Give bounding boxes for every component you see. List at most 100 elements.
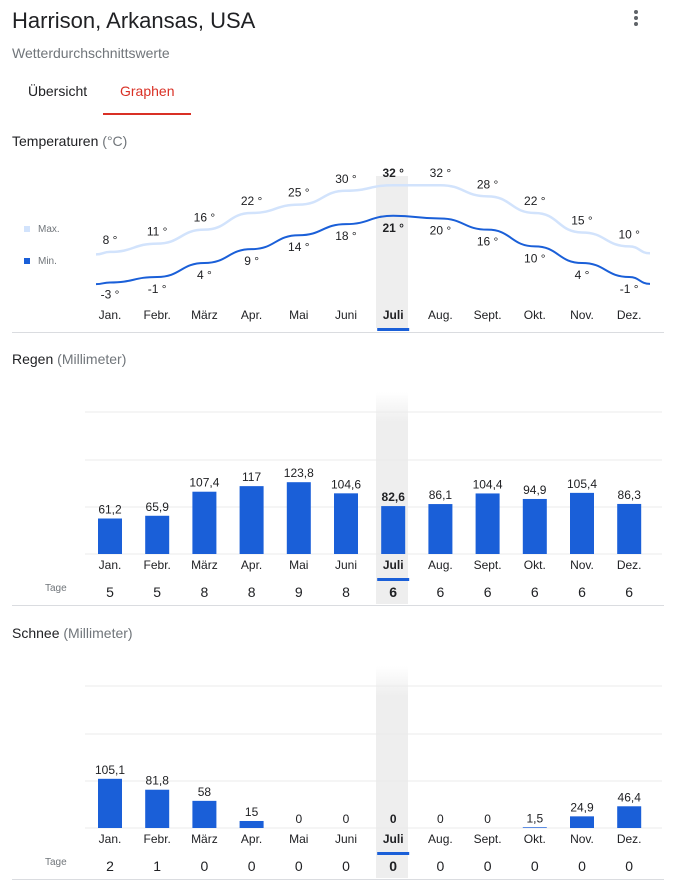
max-temp-label: 8 °: [103, 233, 118, 247]
min-temp-label: 10 °: [524, 251, 546, 265]
max-temp-label: 32 °: [382, 166, 404, 180]
snow-month-label: Jan.: [99, 832, 122, 846]
rain-selected-month-marker: [377, 578, 410, 581]
max-temperature-line: [95, 183, 651, 256]
selected-month-highlight-snow: [376, 666, 408, 878]
snow-month-label: Mai: [289, 832, 308, 846]
legend-min-swatch: [24, 258, 30, 264]
snow-month-label: Okt.: [524, 832, 546, 846]
tab-overview[interactable]: Übersicht: [28, 83, 88, 99]
min-temperature-line: [95, 214, 651, 286]
more-options-icon[interactable]: [628, 8, 644, 30]
active-tab-indicator: [103, 113, 191, 115]
rain-bar: [192, 491, 217, 554]
snow-month-label: Febr.: [144, 832, 171, 846]
snow-days-value: 0: [531, 858, 539, 874]
snow-month-label: Aug.: [428, 832, 453, 846]
temp-month-label: Okt.: [524, 308, 546, 322]
snow-value-label: 0: [390, 812, 397, 826]
snow-days-value: 0: [484, 858, 492, 874]
temp-month-label: Apr.: [241, 308, 262, 322]
rain-days-value: 6: [625, 584, 633, 600]
rain-value-label: 105,4: [567, 477, 597, 491]
snow-bar: [570, 816, 594, 828]
snow-value-label: 0: [484, 812, 491, 826]
rain-month-label: Sept.: [474, 558, 502, 572]
rain-value-label: 123,8: [284, 466, 314, 480]
rain-days-value: 9: [295, 584, 303, 600]
rain-value-label: 61,2: [98, 503, 122, 517]
max-temp-label: 25 °: [288, 186, 310, 200]
snow-days-value: 0: [201, 858, 209, 874]
snow-section-title: Schnee (Millimeter): [12, 625, 133, 641]
min-temp-label: 14 °: [288, 240, 310, 254]
max-temp-label: 15 °: [571, 213, 593, 227]
snow-month-label: Juni: [335, 832, 357, 846]
min-temp-label: 4 °: [575, 268, 590, 282]
rain-value-label: 104,4: [473, 477, 503, 491]
snow-bar: [522, 827, 547, 828]
page-title: Harrison, Arkansas, USA: [12, 8, 256, 33]
temp-month-label: Sept.: [474, 308, 502, 322]
max-temp-label: 32 °: [430, 166, 452, 180]
snow-month-label: Nov.: [570, 832, 594, 846]
min-temp-label: 18 °: [335, 229, 357, 243]
temperature-title: Temperaturen: [12, 133, 99, 149]
snow-days-value: 0: [389, 858, 397, 874]
min-temp-label: 4 °: [197, 268, 212, 282]
rain-title: Regen: [12, 351, 54, 367]
rain-days-label: Tage: [45, 583, 67, 594]
rain-month-label: Apr.: [241, 558, 262, 572]
snow-value-label: 24,9: [570, 800, 594, 814]
rain-days-value: 6: [578, 584, 586, 600]
rain-month-label: Jan.: [99, 558, 122, 572]
rain-days-value: 6: [531, 584, 539, 600]
temp-selected-month-marker: [377, 328, 410, 331]
snow-month-label: Juli: [383, 832, 404, 846]
snow-bar: [145, 789, 170, 828]
rain-value-label: 65,9: [146, 500, 170, 514]
min-temp-label: -1 °: [620, 282, 639, 296]
rain-value-label: 104,6: [331, 477, 361, 491]
temp-month-label: Mai: [289, 308, 308, 322]
divider: [12, 879, 664, 880]
rain-month-label: Juli: [383, 558, 404, 572]
rain-days-value: 5: [106, 584, 114, 600]
rain-bar: [475, 493, 500, 554]
snow-days-value: 1: [153, 858, 161, 874]
snow-value-label: 105,1: [95, 763, 125, 777]
rain-days-value: 8: [248, 584, 256, 600]
rain-bar: [334, 493, 358, 554]
temp-month-label: März: [191, 308, 218, 322]
rain-days-value: 6: [437, 584, 445, 600]
legend-max-swatch: [24, 226, 30, 232]
snow-value-label: 46,4: [618, 790, 642, 804]
temp-month-label: Juli: [383, 308, 404, 322]
rain-days-value: 6: [389, 584, 397, 600]
divider: [12, 332, 664, 333]
snow-month-label: Apr.: [241, 832, 262, 846]
max-temp-label: 22 °: [524, 194, 546, 208]
rain-value-label: 94,9: [523, 483, 547, 497]
snow-bar: [239, 820, 264, 828]
snow-month-label: März: [191, 832, 218, 846]
snow-value-label: 0: [295, 812, 302, 826]
rain-days-value: 5: [153, 584, 161, 600]
snow-days-value: 0: [578, 858, 586, 874]
min-temp-label: 9 °: [244, 254, 259, 268]
snow-value-label: 81,8: [146, 774, 170, 788]
rain-bar: [239, 486, 264, 554]
snow-days-value: 0: [437, 858, 445, 874]
rain-month-label: Febr.: [144, 558, 171, 572]
rain-value-label: 82,6: [382, 490, 406, 504]
rain-bar: [522, 498, 547, 554]
snow-bar: [617, 806, 642, 828]
temp-month-label: Aug.: [428, 308, 453, 322]
page-subtitle: Wetterdurchschnittswerte: [12, 45, 170, 61]
snow-value-label: 15: [245, 805, 259, 819]
rain-month-label: Juni: [335, 558, 357, 572]
tab-graphs[interactable]: Graphen: [120, 83, 175, 99]
temp-month-label: Dez.: [617, 308, 642, 322]
min-temp-label: -1 °: [148, 282, 167, 296]
